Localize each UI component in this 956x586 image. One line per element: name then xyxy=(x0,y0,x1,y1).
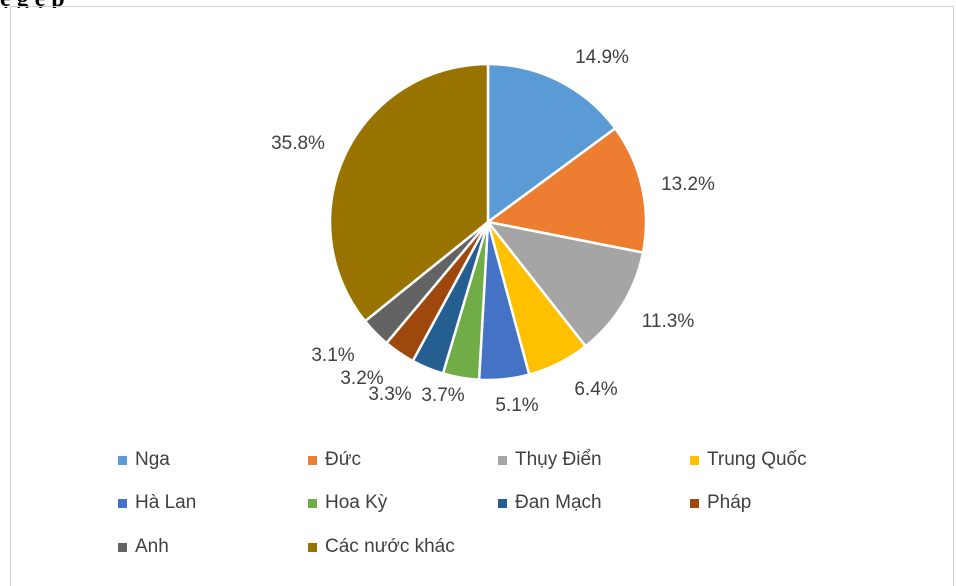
pie-data-label: 35.8% xyxy=(271,133,325,154)
pie-slices xyxy=(328,62,648,382)
legend-swatch-icon xyxy=(118,498,127,508)
legend-swatch-icon xyxy=(308,455,317,465)
legend-swatch-icon xyxy=(308,498,317,508)
legend-swatch-icon xyxy=(308,542,317,552)
legend-item: Các nước khác xyxy=(308,536,455,558)
page-caption: ệ g ệ p xyxy=(0,0,65,8)
legend-label: Pháp xyxy=(707,492,752,513)
legend-item: Thụy Điển xyxy=(498,449,602,471)
pie-data-label: 3.3% xyxy=(368,384,411,405)
legend-swatch-icon xyxy=(690,455,699,465)
pie-data-label: 13.2% xyxy=(661,174,715,195)
pie-data-label: 3.2% xyxy=(340,368,383,389)
pie-data-label: 3.7% xyxy=(421,385,464,406)
pie-data-label: 3.1% xyxy=(311,345,354,366)
legend-swatch-icon xyxy=(690,498,699,508)
legend-item: Đức xyxy=(308,449,361,471)
legend-item: Hà Lan xyxy=(118,492,196,514)
pie-slice-3 xyxy=(484,220,645,348)
legend-label: Thụy Điển xyxy=(515,449,602,470)
pie-data-labels: 14.9% 13.2% 11.3% 6.4% 5.1% 3.7% 3.3%3.2%3.1% 3… xyxy=(271,47,715,416)
legend-label: Trung Quốc xyxy=(707,449,807,470)
pie-data-label: 5.1% xyxy=(495,395,538,416)
legend-item: Đan Mạch xyxy=(498,492,602,514)
pie-slice-10 xyxy=(328,62,490,323)
legend-swatch-icon xyxy=(118,455,127,465)
legend-label: Các nước khác xyxy=(325,536,455,557)
legend-swatch-icon xyxy=(118,542,127,552)
legend-label: Nga xyxy=(135,449,170,470)
legend-label: Hà Lan xyxy=(135,492,197,513)
legend-item: Anh xyxy=(118,536,169,558)
pie-data-label: 11.3% xyxy=(642,311,695,332)
pie-slice-2 xyxy=(484,126,648,255)
legend-swatch-icon xyxy=(498,498,507,508)
legend-label: Anh xyxy=(135,536,169,557)
pie-slice-1 xyxy=(486,62,617,225)
legend-item: Nga xyxy=(118,449,170,471)
legend-item: Pháp xyxy=(690,492,751,514)
legend-label: Hoa Kỳ xyxy=(325,492,388,513)
pie-data-label: 6.4% xyxy=(574,379,617,400)
legend-label: Đan Mạch xyxy=(515,492,602,513)
chart-frame xyxy=(10,6,954,586)
legend-label: Đức xyxy=(325,449,361,470)
legend-item: Trung Quốc xyxy=(690,449,807,471)
legend-item: Hoa Kỳ xyxy=(308,492,387,514)
pie-data-label: 14.9% xyxy=(575,47,629,68)
legend-swatch-icon xyxy=(498,455,507,465)
